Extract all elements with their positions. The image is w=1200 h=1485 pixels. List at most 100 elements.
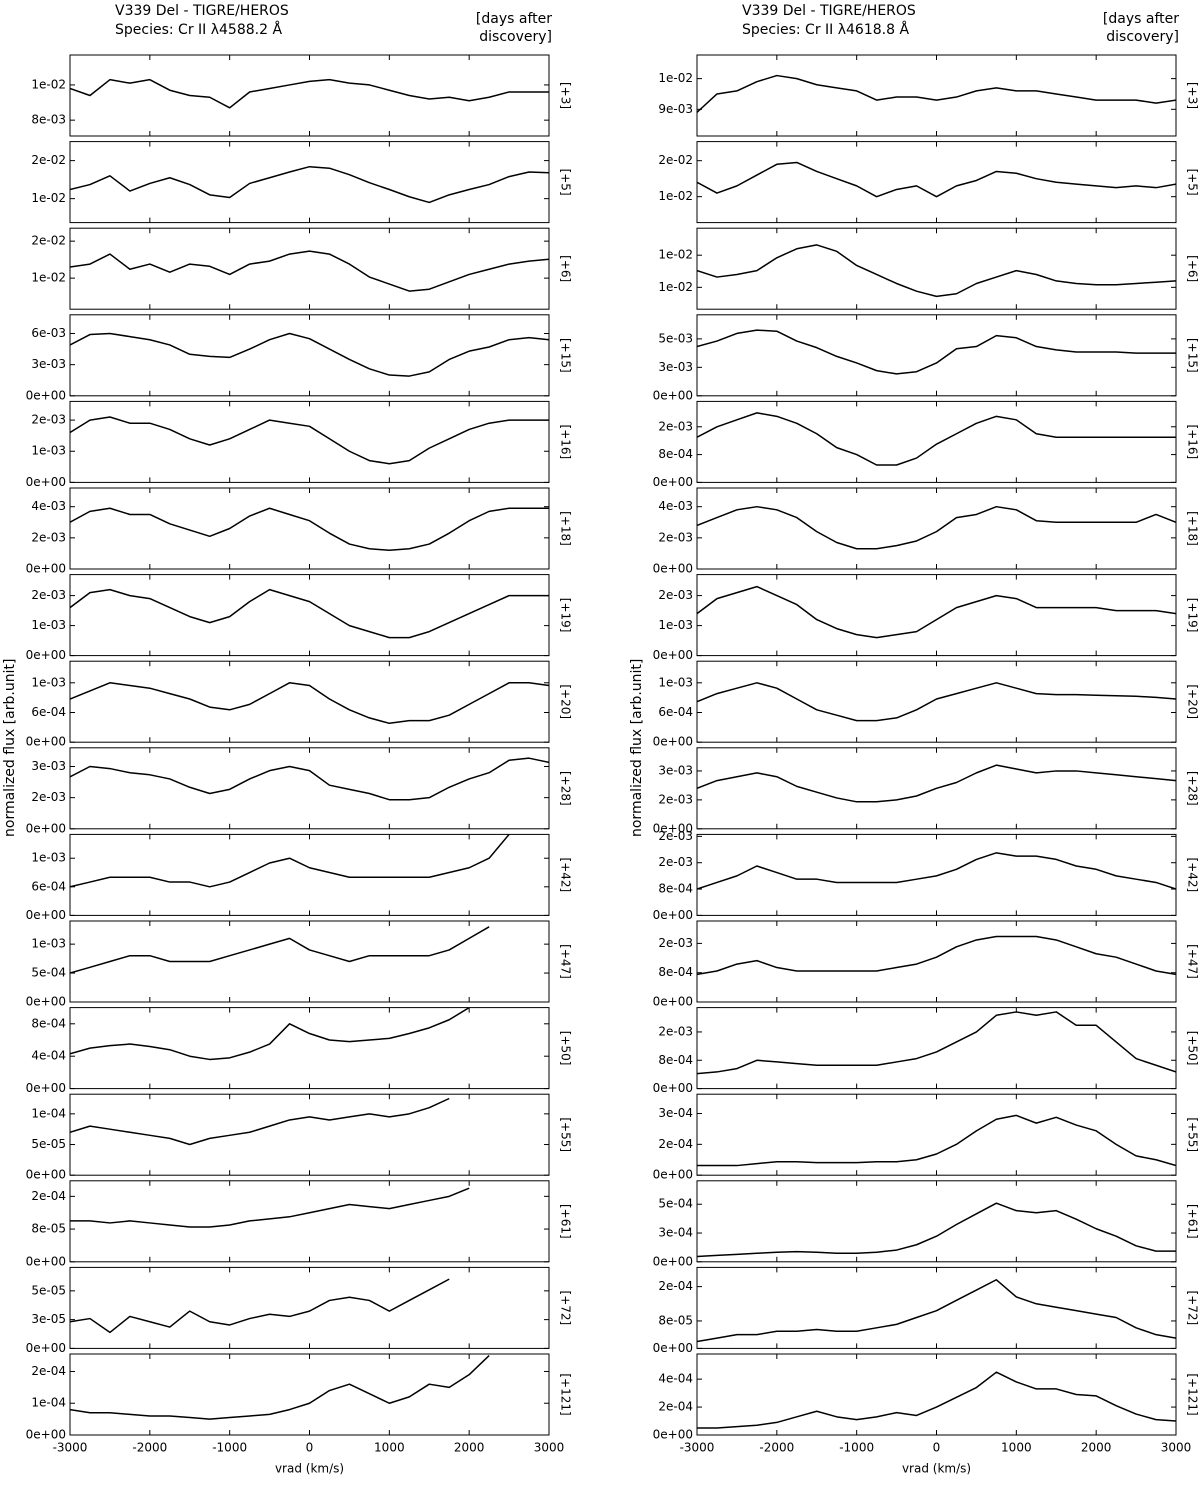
day-label: [+15] [559, 338, 573, 373]
y-tick-label: 3e-03 [658, 763, 693, 777]
x-tick-label: 0 [306, 1441, 314, 1455]
x-tick-label: -3000 [680, 1441, 715, 1455]
y-tick-label: 2e-04 [31, 1364, 66, 1378]
panel-frame [696, 141, 1177, 224]
spectrum-line [697, 935, 1176, 976]
panel-frame [696, 227, 1177, 310]
x-tick-label: 0 [933, 1441, 941, 1455]
x-tick-label: -2000 [132, 1441, 167, 1455]
panel-frame [69, 920, 550, 1003]
y-tick-label: 2e-03 [658, 419, 693, 433]
day-label: [+47] [559, 944, 573, 979]
y-tick-label: 0e+00 [26, 1081, 66, 1095]
x-tick-label: 1000 [1001, 1441, 1032, 1455]
y-tick-label: 2e-03 [658, 855, 693, 869]
day-label: [+19] [1186, 598, 1200, 633]
y-tick-label: 0e+00 [653, 735, 693, 749]
y-tick-label: 8e-04 [658, 965, 693, 979]
y-tick-label: 1e-02 [31, 77, 66, 91]
panel-frame [696, 574, 1177, 657]
y-tick-label: 3e-03 [31, 357, 66, 371]
spectrum-line [70, 332, 549, 377]
y-tick-label: 0e+00 [653, 475, 693, 489]
y-tick-label: 8e-05 [658, 1313, 693, 1327]
spectrum-line [70, 682, 549, 725]
y-tick-label: 0e+00 [653, 995, 693, 1009]
day-label: [+72] [559, 1291, 573, 1326]
y-tick-label: 5e-03 [658, 331, 693, 345]
y-tick-label: 0e+00 [653, 1254, 693, 1268]
spectrum-line [697, 852, 1176, 890]
spectrum-line [70, 834, 510, 888]
day-label: [+20] [559, 684, 573, 719]
y-tick-label: 1e-02 [31, 271, 66, 285]
y-tick-label: 1e-04 [31, 1106, 66, 1120]
y-tick-label: 6e-03 [31, 326, 66, 340]
y-tick-label: 0e+00 [26, 821, 66, 835]
y-tick-label: 8e-04 [658, 1053, 693, 1067]
y-tick-label: 4e-04 [31, 1049, 66, 1063]
spectrum-line [70, 1097, 450, 1146]
y-tick-label: 8e-03 [31, 113, 66, 127]
spectrum-line [697, 161, 1176, 198]
y-tick-label: 0e+00 [653, 1081, 693, 1095]
panel-frame [69, 747, 550, 830]
annotation: discovery] [1106, 29, 1179, 45]
spectrum-line [697, 1371, 1176, 1429]
y-tick-label: 2e-03 [658, 1024, 693, 1038]
y-tick-label: 0e+00 [26, 475, 66, 489]
y-tick-label: 2e-04 [658, 1400, 693, 1414]
y-tick-label: 0e+00 [653, 821, 693, 835]
y-tick-label: 0e+00 [653, 388, 693, 402]
day-label: [+72] [1186, 1291, 1200, 1326]
y-tick-label: 5e-04 [658, 1197, 693, 1211]
spectrum-line [70, 78, 549, 109]
x-tick-label: 2000 [454, 1441, 485, 1455]
y-tick-label: 0e+00 [653, 648, 693, 662]
y-tick-label: 2e-02 [31, 153, 66, 167]
y-tick-label: 4e-03 [31, 499, 66, 513]
y-tick-label: 2e-03 [31, 413, 66, 427]
spectrum-line [697, 682, 1176, 722]
y-tick-label: 3e-03 [31, 759, 66, 773]
y-tick-label: 0e+00 [653, 1341, 693, 1355]
day-label: [+5] [1186, 169, 1200, 196]
spectrum-line [697, 1011, 1176, 1075]
day-label: [+42] [559, 858, 573, 893]
y-tick-label: 2e-03 [658, 588, 693, 602]
spectrum-line [70, 165, 549, 204]
panel-frame [696, 314, 1177, 397]
day-label: [+121] [1186, 1373, 1200, 1415]
spectrum-line [697, 244, 1176, 298]
spectrum-line [70, 250, 549, 292]
y-tick-label: 2e-03 [658, 792, 693, 806]
y-tick-label: 0e+00 [26, 1168, 66, 1182]
y-tick-label: 0e+00 [26, 562, 66, 576]
spectrum-line [697, 505, 1176, 550]
day-label: [+16] [559, 425, 573, 460]
x-tick-label: 2000 [1081, 1441, 1112, 1455]
chart-title: V339 Del - TIGRE/HEROS [115, 3, 289, 19]
panel-frame [69, 487, 550, 570]
x-tick-label: 1000 [374, 1441, 405, 1455]
panel-frame [696, 920, 1177, 1003]
panel-frame [696, 1353, 1177, 1436]
y-tick-label: 8e-04 [658, 882, 693, 896]
y-tick-label: 0e+00 [26, 908, 66, 922]
panel-frame [69, 1093, 550, 1176]
y-tick-label: 2e-03 [658, 530, 693, 544]
spectrum-line [70, 1007, 470, 1061]
spectrum-line [70, 416, 549, 465]
y-tick-label: 1e-03 [31, 618, 66, 632]
y-tick-label: 1e-03 [31, 937, 66, 951]
y-tick-label: 6e-04 [31, 705, 66, 719]
day-label: [+16] [1186, 425, 1200, 460]
panel-frame [696, 487, 1177, 570]
y-tick-label: 0e+00 [653, 908, 693, 922]
panel-frame [696, 54, 1177, 137]
y-tick-label: 6e-04 [31, 879, 66, 893]
x-tick-label: -1000 [212, 1441, 247, 1455]
panel-frame [696, 1093, 1177, 1176]
panel-frame [69, 660, 550, 743]
